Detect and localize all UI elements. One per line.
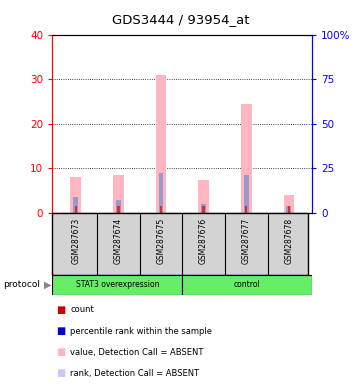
- Bar: [244, 175, 249, 213]
- Text: GDS3444 / 93954_at: GDS3444 / 93954_at: [112, 13, 249, 26]
- Text: count: count: [70, 305, 94, 314]
- Bar: [52, 275, 182, 295]
- Text: GSM287674: GSM287674: [114, 218, 123, 264]
- Bar: [245, 207, 247, 213]
- Text: GSM287677: GSM287677: [242, 218, 251, 264]
- Bar: [198, 180, 209, 213]
- Bar: [70, 177, 81, 213]
- Bar: [116, 200, 121, 213]
- Text: ▶: ▶: [44, 280, 52, 290]
- Bar: [283, 195, 294, 213]
- Text: STAT3 overexpression: STAT3 overexpression: [75, 280, 159, 289]
- Text: GSM287676: GSM287676: [199, 218, 208, 264]
- Bar: [201, 204, 206, 213]
- Bar: [73, 197, 78, 213]
- Bar: [113, 175, 124, 213]
- Bar: [160, 207, 162, 213]
- Bar: [286, 207, 291, 213]
- Bar: [241, 104, 252, 213]
- Text: ■: ■: [56, 305, 65, 315]
- Text: ■: ■: [56, 326, 65, 336]
- Bar: [203, 207, 205, 213]
- Bar: [158, 173, 164, 213]
- Text: ■: ■: [56, 368, 65, 378]
- Bar: [75, 207, 77, 213]
- Text: control: control: [234, 280, 261, 289]
- Text: GSM287678: GSM287678: [284, 218, 293, 264]
- Text: value, Detection Call = ABSENT: value, Detection Call = ABSENT: [70, 348, 204, 357]
- Text: percentile rank within the sample: percentile rank within the sample: [70, 326, 212, 336]
- Text: ■: ■: [56, 347, 65, 357]
- Bar: [156, 75, 166, 213]
- Text: GSM287673: GSM287673: [71, 218, 80, 264]
- Bar: [117, 207, 119, 213]
- Text: protocol: protocol: [4, 280, 40, 289]
- Bar: [288, 207, 290, 213]
- Text: GSM287675: GSM287675: [157, 218, 165, 264]
- Text: rank, Detection Call = ABSENT: rank, Detection Call = ABSENT: [70, 369, 200, 378]
- Bar: [182, 275, 312, 295]
